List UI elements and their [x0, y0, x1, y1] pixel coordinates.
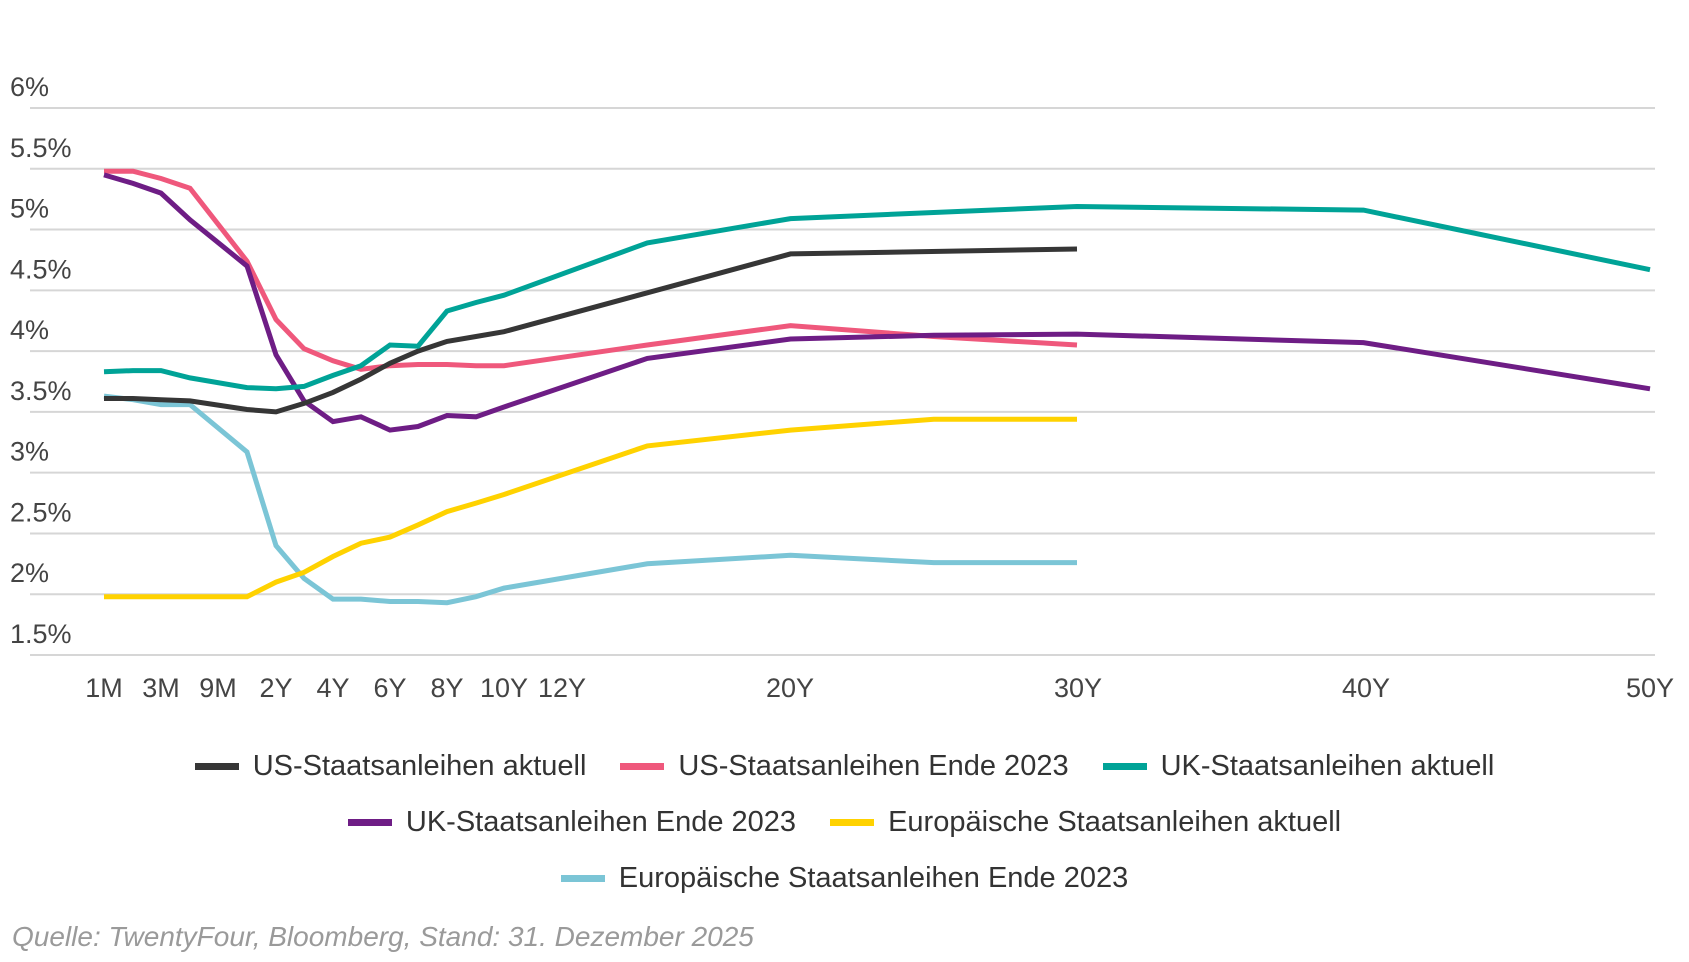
legend-row-1: US-Staatsanleihen aktuell US-Staatsanleih… — [0, 750, 1689, 783]
x-tick-label: 9M — [199, 673, 237, 703]
legend-item: US-Staatsanleihen Ende 2023 — [620, 750, 1069, 783]
x-tick-label: 8Y — [430, 673, 463, 703]
x-tick-label: 1M — [85, 673, 123, 703]
y-tick-label: 5.5% — [10, 133, 72, 163]
y-tick-label: 3.5% — [10, 376, 72, 406]
legend-label: US-Staatsanleihen aktuell — [252, 750, 587, 782]
x-tick-label: 4Y — [316, 673, 349, 703]
gridlines — [30, 107, 1655, 656]
y-tick-label: 4.5% — [10, 254, 72, 284]
yield-curve-chart: 1.5% 2% 2.5% 3% 3.5% 4% 4.5% 5% 5.5% 6% 1M 3M 9M 2Y 4… — [10, 72, 1674, 703]
x-tick-label: 3M — [142, 673, 180, 703]
x-tick-label: 12Y — [538, 673, 586, 703]
legend-label: Europäische Staatsanleihen aktuell — [888, 806, 1342, 838]
legend-swatch — [194, 763, 239, 770]
legend-swatch — [620, 763, 665, 770]
y-tick-label: 6% — [10, 72, 49, 102]
legend-swatch — [347, 819, 392, 826]
y-tick-label: 4% — [10, 315, 49, 345]
x-tick-label: 2Y — [259, 673, 292, 703]
x-tick-label: 50Y — [1626, 673, 1674, 703]
legend-item: Europäische Staatsanleihen Ende 2023 — [560, 862, 1129, 895]
series-lines — [103, 168, 1651, 606]
legend-swatch — [830, 819, 875, 826]
y-tick-label: 2% — [10, 558, 49, 588]
legend-item: US-Staatsanleihen aktuell — [194, 750, 587, 783]
series-line-3 — [103, 172, 1651, 433]
x-tick-label: 30Y — [1054, 673, 1102, 703]
y-tick-label: 5% — [10, 194, 49, 224]
series-line-1 — [104, 168, 1078, 372]
y-tick-label: 1.5% — [10, 619, 72, 649]
legend-label: US-Staatsanleihen Ende 2023 — [678, 750, 1069, 782]
legend-item: UK-Staatsanleihen aktuell — [1102, 750, 1495, 783]
legend-row-2: UK-Staatsanleihen Ende 2023 Europäische S… — [0, 806, 1689, 839]
series-line-0 — [104, 246, 1078, 415]
y-tick-label: 3% — [10, 437, 49, 467]
x-tick-label: 20Y — [766, 673, 814, 703]
legend-swatch — [1102, 763, 1147, 770]
y-tick-label: 2.5% — [10, 497, 72, 527]
legend-label: Europäische Staatsanleihen Ende 2023 — [618, 862, 1129, 894]
legend-item: Europäische Staatsanleihen aktuell — [830, 806, 1341, 839]
series-line-4 — [104, 416, 1077, 600]
source-note: Quelle: TwentyFour, Bloomberg, Stand: 31… — [12, 921, 754, 952]
legend-swatch — [560, 875, 605, 882]
x-axis-labels: 1M 3M 9M 2Y 4Y 6Y 8Y 10Y 12Y 20Y 30Y 40Y 50Y — [85, 673, 1674, 703]
series-line-2 — [103, 203, 1651, 392]
legend-label: UK-Staatsanleihen aktuell — [1160, 750, 1495, 782]
legend-label: UK-Staatsanleihen Ende 2023 — [405, 806, 797, 838]
x-tick-label: 6Y — [373, 673, 406, 703]
legend-row-3: Europäische Staatsanleihen Ende 2023 — [0, 862, 1689, 895]
y-axis-labels: 1.5% 2% 2.5% 3% 3.5% 4% 4.5% 5% 5.5% 6% — [10, 72, 72, 649]
series-line-5 — [103, 393, 1077, 606]
x-tick-label: 40Y — [1342, 673, 1390, 703]
legend-item: UK-Staatsanleihen Ende 2023 — [347, 806, 797, 839]
x-tick-label: 10Y — [480, 673, 528, 703]
